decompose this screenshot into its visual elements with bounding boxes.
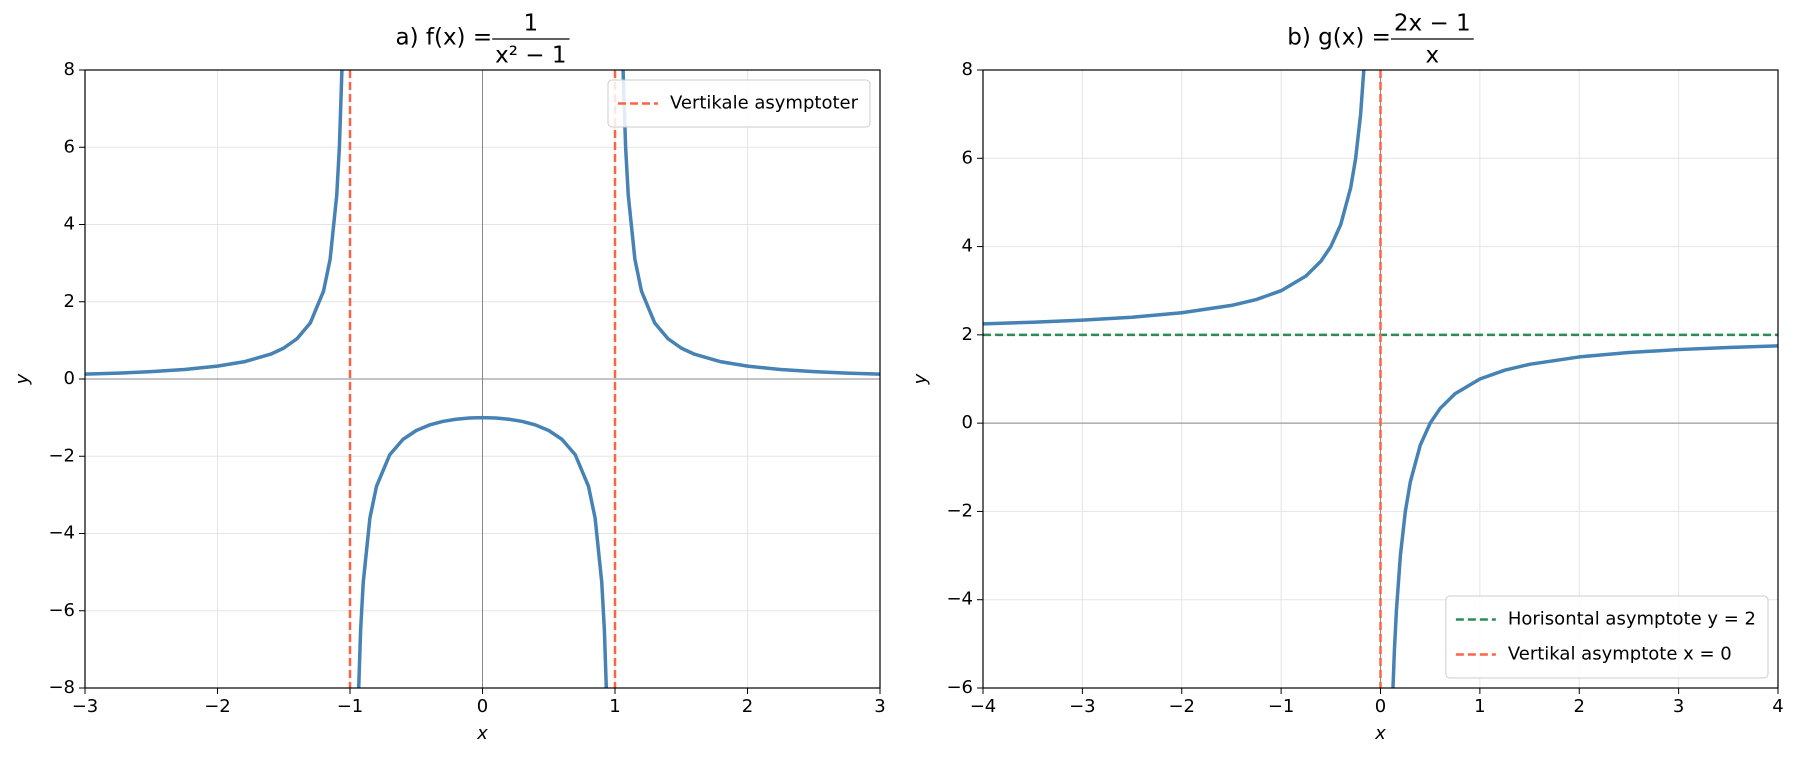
legend-label: Vertikale asymptoter xyxy=(670,93,859,114)
y-tick-label: −8 xyxy=(48,677,75,698)
legend: Vertikale asymptoter xyxy=(607,79,871,128)
y-tick-label: 8 xyxy=(962,59,973,80)
y-axis-label: y xyxy=(12,373,33,385)
title-denominator: x xyxy=(1426,43,1440,69)
x-tick-label: 1 xyxy=(1474,696,1485,717)
y-tick-label: 0 xyxy=(64,368,75,389)
legend-label: Vertikal asymptote x = 0 xyxy=(1508,644,1732,665)
legend-label: Horisontal asymptote y = 2 xyxy=(1508,609,1756,630)
chart-title: b) g(x) = xyxy=(1287,25,1391,51)
x-tick-label: −2 xyxy=(1168,696,1195,717)
curve xyxy=(85,70,880,688)
x-tick-label: 0 xyxy=(1375,696,1386,717)
x-axis-label: x xyxy=(1374,723,1386,744)
x-axis-label: x xyxy=(476,723,488,744)
legend-box xyxy=(1445,595,1769,679)
y-tick-label: 4 xyxy=(962,236,973,257)
plot-area xyxy=(85,70,880,688)
plot-area xyxy=(983,70,1778,688)
x-tick-label: −3 xyxy=(72,696,99,717)
x-tick-label: 3 xyxy=(874,696,885,717)
x-tick-label: −4 xyxy=(970,696,997,717)
legend-box xyxy=(607,79,871,128)
y-tick-label: −2 xyxy=(946,500,973,521)
y-tick-label: 2 xyxy=(962,324,973,345)
y-tick-label: −4 xyxy=(48,523,75,544)
x-tick-label: 0 xyxy=(477,696,488,717)
x-tick-label: 2 xyxy=(1574,696,1585,717)
y-tick-label: −2 xyxy=(48,445,75,466)
x-tick-label: 2 xyxy=(742,696,753,717)
x-tick-label: 3 xyxy=(1673,696,1684,717)
title-numerator: 1 xyxy=(523,11,538,37)
curve xyxy=(983,70,1778,688)
x-tick-label: −2 xyxy=(204,696,231,717)
y-tick-label: −4 xyxy=(946,589,973,610)
subplot: −3 −2 −1 0 1 2 3 −8 −6 −4 −2 0 2 4 6 8 x y a) f(x) = 1 x² −… xyxy=(12,11,886,745)
y-tick-label: −6 xyxy=(946,677,973,698)
x-tick-label: −3 xyxy=(1069,696,1096,717)
axes-frame xyxy=(982,69,1779,689)
x-tick-label: −1 xyxy=(337,696,364,717)
x-tick-label: −1 xyxy=(1268,696,1295,717)
y-axis-label: y xyxy=(910,373,931,385)
legend: Horisontal asymptote y = 2 Vertikal asymp… xyxy=(1445,595,1769,679)
title-numerator: 2x − 1 xyxy=(1394,11,1471,37)
title-denominator: x² − 1 xyxy=(495,43,566,69)
axes-frame xyxy=(84,69,881,689)
y-tick-label: 8 xyxy=(64,59,75,80)
x-tick-label: 1 xyxy=(609,696,620,717)
y-tick-label: 2 xyxy=(64,291,75,312)
y-tick-label: 6 xyxy=(962,147,973,168)
y-tick-label: 6 xyxy=(64,136,75,157)
y-tick-label: 0 xyxy=(962,412,973,433)
chart-title: a) f(x) = xyxy=(396,25,493,51)
y-tick-label: −6 xyxy=(48,600,75,621)
y-tick-label: 4 xyxy=(64,214,75,235)
x-tick-label: 4 xyxy=(1772,696,1783,717)
